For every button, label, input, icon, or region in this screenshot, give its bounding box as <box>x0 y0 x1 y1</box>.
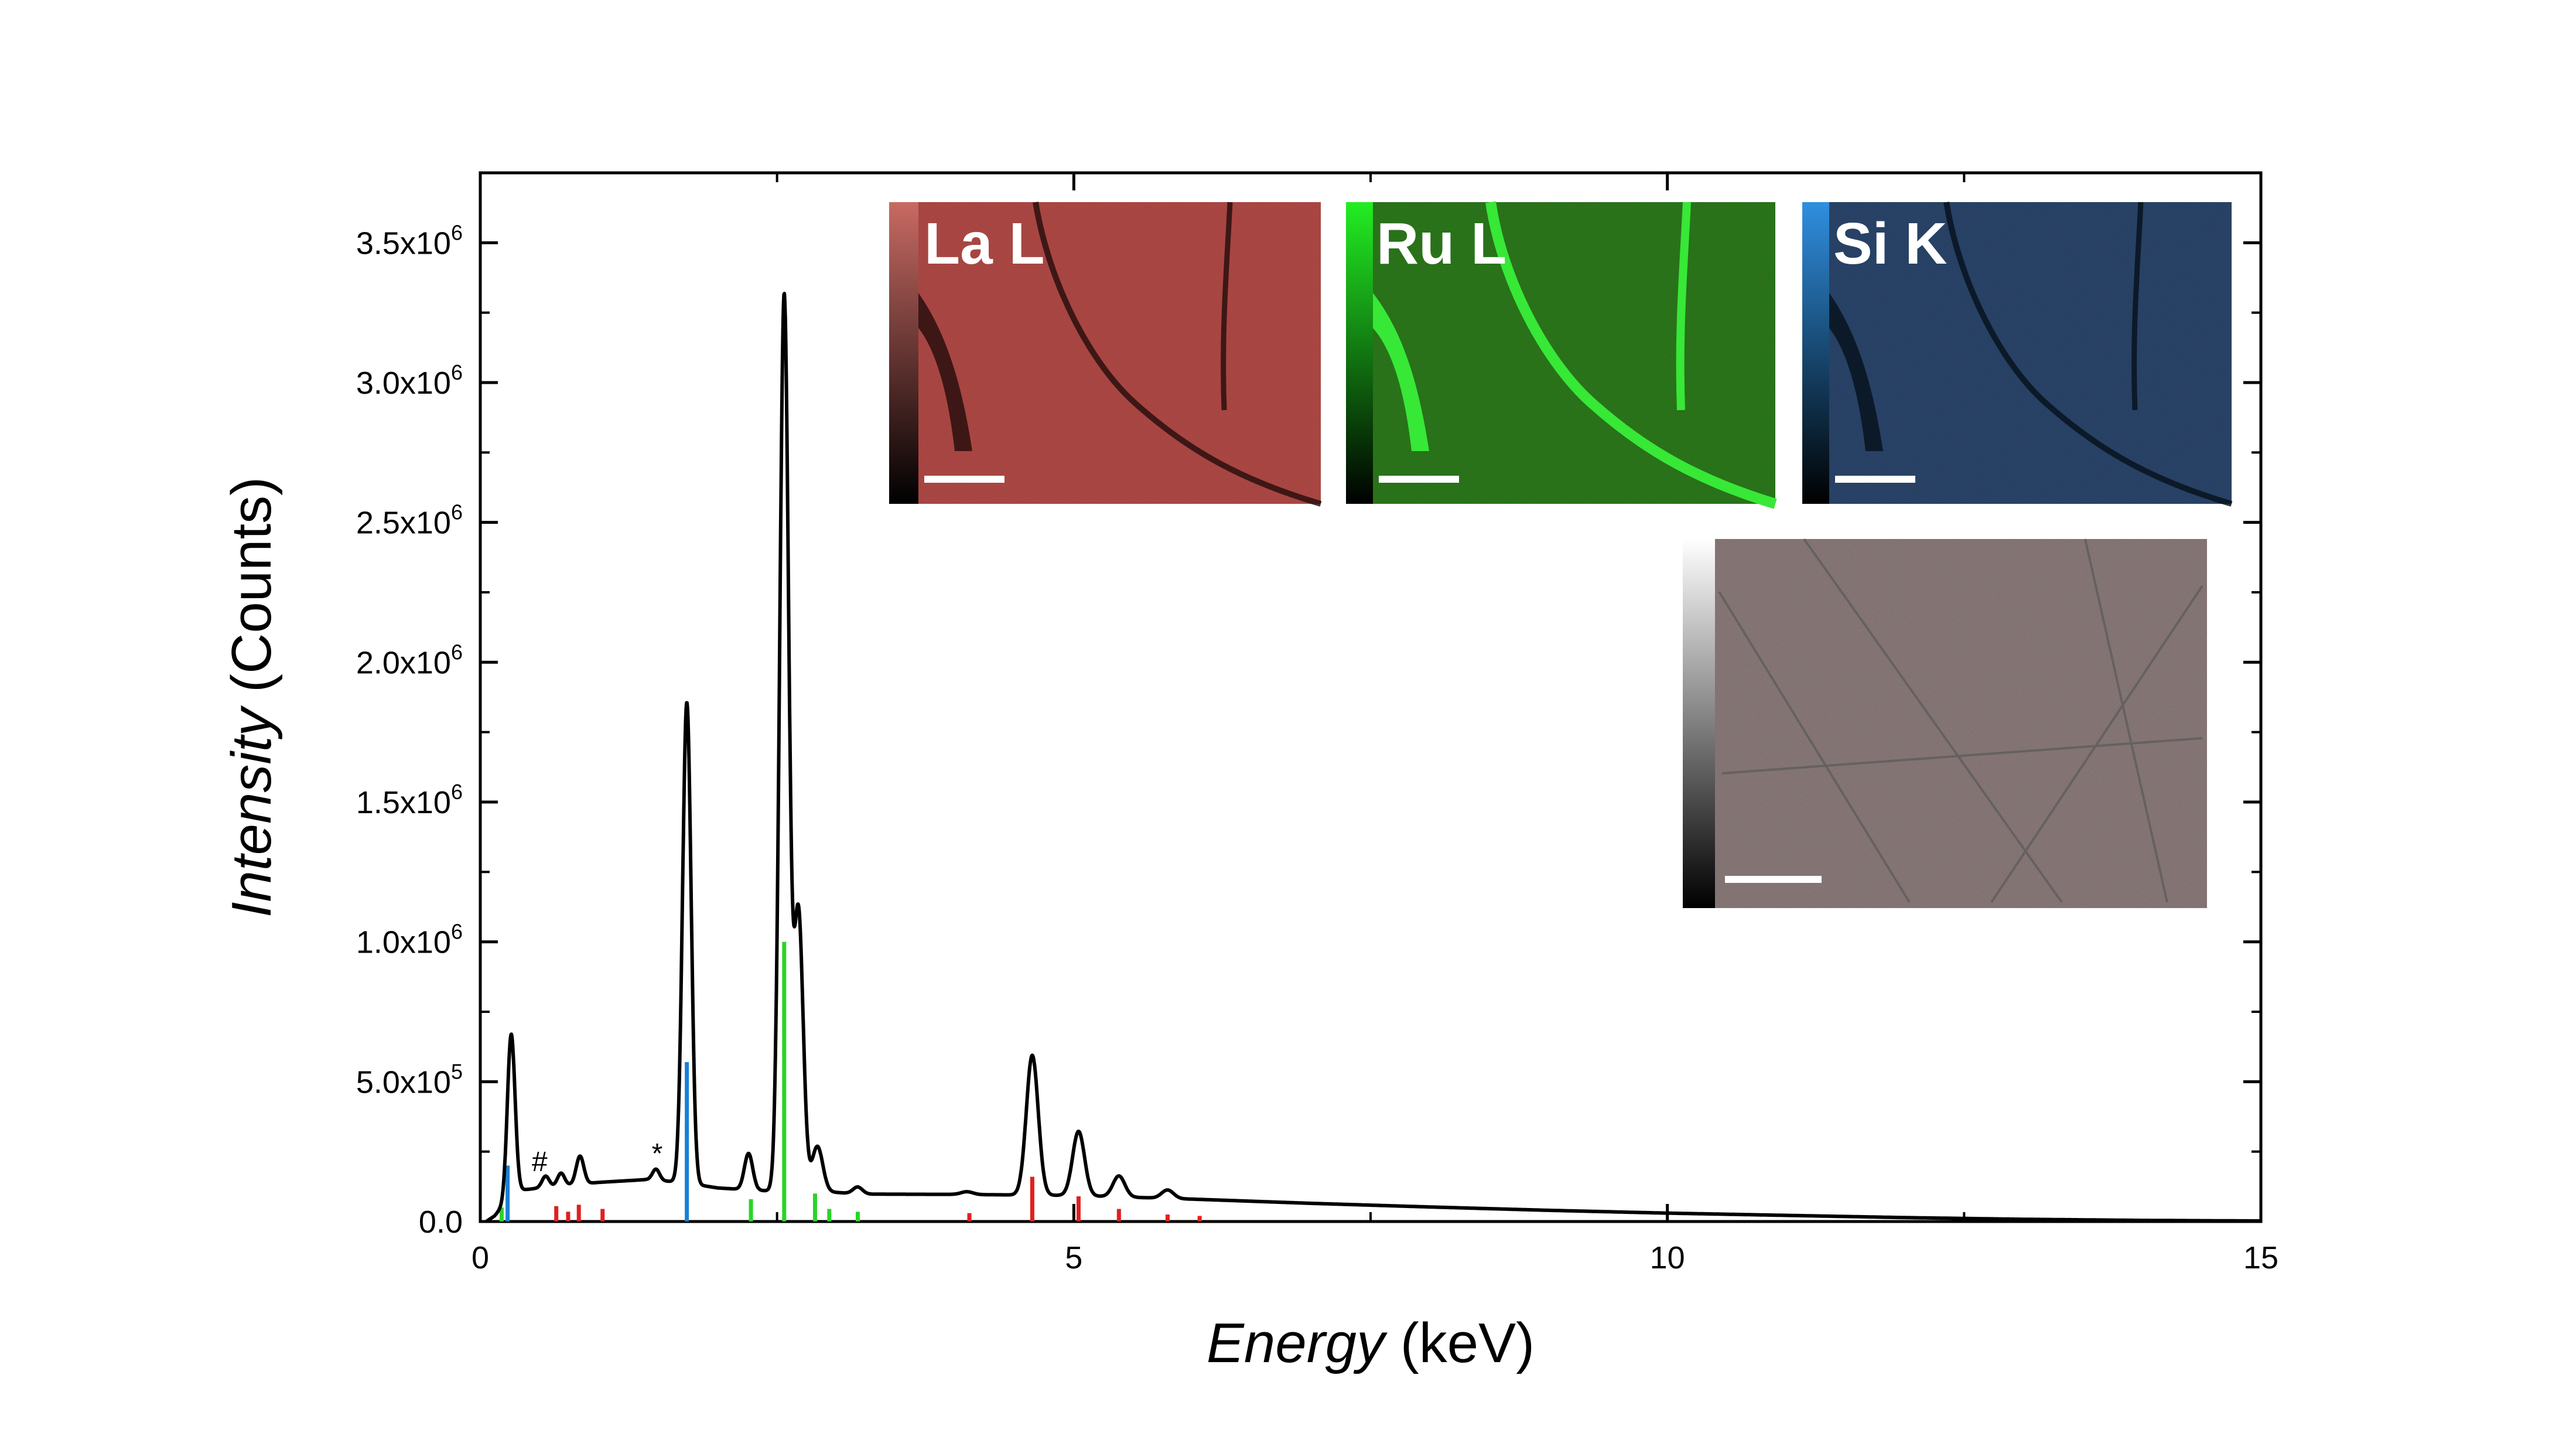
inset-ru-label: Ru L <box>1376 211 1506 277</box>
x-axis: 0 5 10 15 <box>472 173 2278 1275</box>
y-tick-label-exponent: 6 <box>451 920 463 944</box>
y-tick-label: 3.0x106 <box>356 360 463 401</box>
inset-si-scalebar <box>1835 476 1915 483</box>
y-axis: 0.05.0x1051.0x1061.5x1062.0x1062.5x1063.… <box>356 220 2261 1240</box>
y-tick-label-exponent: 6 <box>451 780 463 804</box>
inset-ru-boundary <box>1676 202 1691 411</box>
y-tick-label: 1.5x106 <box>356 780 463 820</box>
y-axis-title: Intensity (Counts) <box>220 477 283 917</box>
inset-ru-grain <box>1373 202 1775 504</box>
inset-electron-image <box>1683 538 2207 908</box>
x-axis-title-unit: (keV) <box>1385 1312 1535 1374</box>
inset-ru-scalebar <box>1379 476 1459 483</box>
inset-se-colorbar <box>1683 539 1715 908</box>
y-tick-label-base: 1.5x10 <box>356 785 451 820</box>
y-tick-label: 1.0x106 <box>356 920 463 960</box>
y-tick-label-base: 2.0x10 <box>356 645 451 680</box>
y-axis-title-unit: (Counts) <box>220 477 283 708</box>
y-tick-label: 2.5x106 <box>356 500 463 541</box>
inset-la-boundary <box>1221 202 1233 411</box>
inset-la-colorbar <box>889 202 918 504</box>
inset-se-scalebar <box>1725 876 1822 883</box>
inset-la-boundary <box>1033 202 1322 507</box>
y-tick-label-exponent: 6 <box>451 640 463 664</box>
x-tick-label: 5 <box>1065 1240 1082 1275</box>
inset-la-label: La L <box>924 211 1045 277</box>
inset-ru-boundary <box>1485 201 1777 509</box>
x-tick-label: 10 <box>1650 1240 1685 1275</box>
inset-map-si: Si K <box>1802 202 2233 507</box>
y-tick-label-exponent: 6 <box>451 220 463 244</box>
y-tick-label-base: 3.0x10 <box>356 366 451 401</box>
y-tick-label-base: 2.5x10 <box>356 506 451 541</box>
inset-se-grain <box>1715 539 2207 908</box>
peak-annotations: # * <box>532 1138 662 1178</box>
y-tick-label-base: 3.5x10 <box>356 226 451 261</box>
reference-lines <box>499 941 1202 1222</box>
peak-annotation: # <box>532 1147 548 1178</box>
y-tick-label-exponent: 6 <box>451 500 463 524</box>
y-tick-label-exponent: 5 <box>451 1059 463 1083</box>
inset-si-boundary <box>2131 202 2144 411</box>
inset-se-scratches <box>1718 538 2203 903</box>
inset-map-la: La L <box>889 202 1322 507</box>
y-tick-label: 2.0x106 <box>356 640 463 680</box>
x-axis-title-italic: Energy <box>1207 1312 1388 1374</box>
y-tick-label-exponent: 6 <box>451 360 463 384</box>
inset-la-grain <box>918 202 1321 504</box>
inset-si-label: Si K <box>1833 211 1947 277</box>
inset-map-ru: Ru L <box>1346 201 1777 509</box>
x-tick-label: 0 <box>472 1240 489 1275</box>
x-axis-title: Energy (keV) <box>1207 1312 1535 1374</box>
inset-la-scalebar <box>924 476 1005 483</box>
inset-si-boundary <box>1829 293 1883 451</box>
y-tick-label: 3.5x106 <box>356 220 463 261</box>
x-tick-label: 15 <box>2243 1240 2278 1275</box>
y-axis-title-italic: Intensity <box>220 705 283 918</box>
inset-la-boundary <box>918 293 972 451</box>
y-tick-label-base: 5.0x10 <box>356 1065 451 1100</box>
y-tick-label-base: 0.0 <box>419 1205 463 1240</box>
y-tick-label: 5.0x105 <box>356 1059 463 1100</box>
inset-ru-colorbar <box>1346 202 1373 504</box>
y-tick-label: 0.0 <box>419 1205 463 1240</box>
inset-si-colorbar <box>1802 202 1829 504</box>
y-tick-label-base: 1.0x10 <box>356 925 451 960</box>
peak-annotation: * <box>652 1138 663 1169</box>
inset-si-boundary <box>1943 202 2233 507</box>
inset-si-grain <box>1829 202 2232 504</box>
inset-ru-boundary <box>1373 293 1429 451</box>
